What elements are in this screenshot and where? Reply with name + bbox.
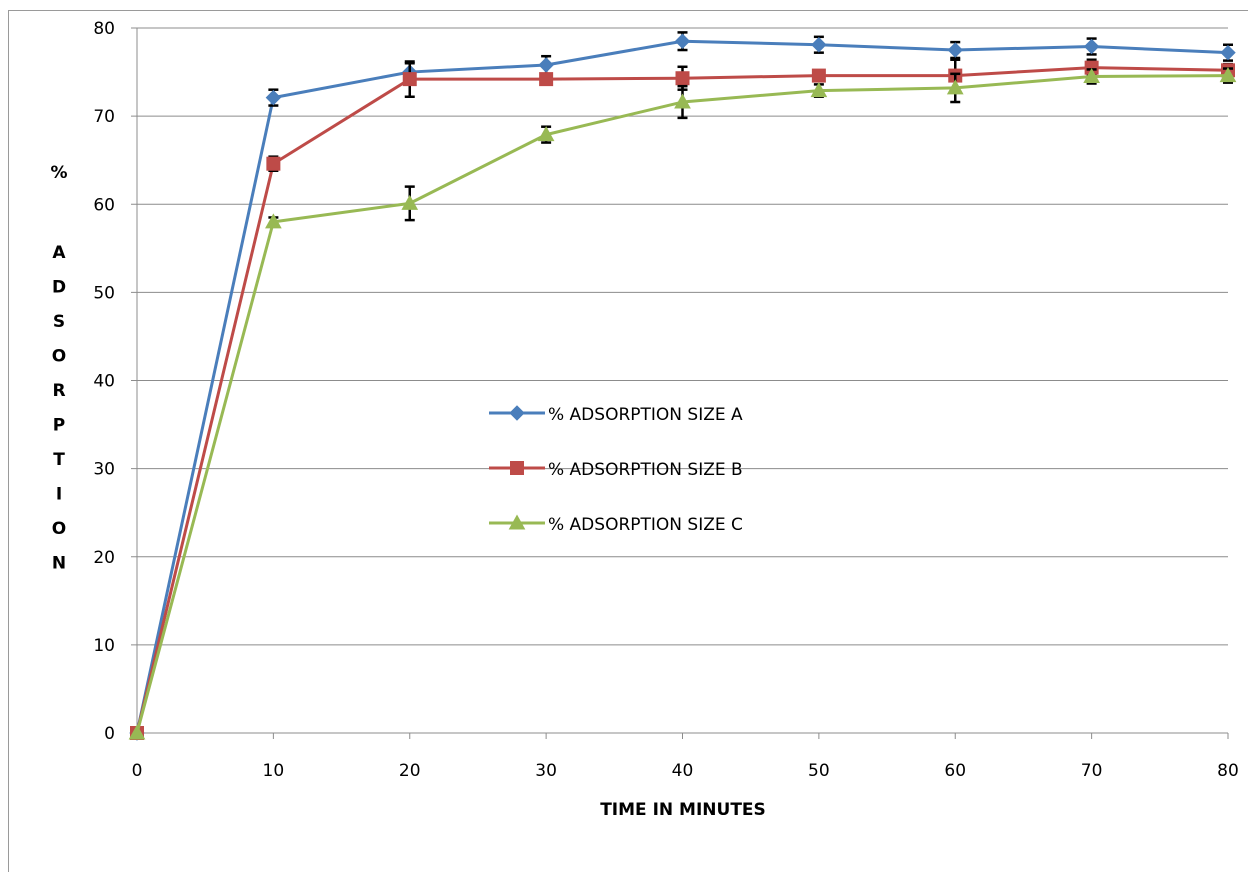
data-point-marker — [508, 514, 526, 530]
x-tick-label: 0 — [132, 761, 143, 781]
legend-label: % ADSORPTION SIZE A — [548, 405, 743, 425]
data-point-marker — [674, 93, 691, 109]
series-3 — [128, 67, 1237, 740]
legend-item-2: % ADSORPTION SIZE B — [489, 460, 743, 480]
data-point-marker — [811, 68, 826, 83]
series-layer — [128, 31, 1237, 741]
data-point-marker — [266, 156, 281, 171]
y-tick-label: 70 — [93, 107, 115, 127]
y-tick-label: 50 — [93, 283, 115, 303]
series-2 — [130, 58, 1235, 740]
data-point-marker — [401, 194, 419, 210]
data-point-marker — [675, 71, 690, 86]
chart-frame — [8, 10, 1248, 872]
y-axis-label-char: S — [53, 312, 65, 332]
legend-item-1: % ADSORPTION SIZE A — [489, 405, 743, 425]
data-point-marker — [810, 82, 828, 98]
y-axis-label-char: R — [52, 381, 65, 401]
data-point-marker — [674, 33, 691, 49]
data-point-marker — [538, 57, 554, 73]
y-axis-label-char: D — [52, 278, 66, 298]
legend: % ADSORPTION SIZE A % ADSORPTION SIZE B % … — [489, 405, 743, 535]
data-point-marker — [509, 405, 525, 421]
x-tick-label: 80 — [1217, 761, 1239, 781]
data-point-marker — [1083, 38, 1100, 55]
y-tick-label: 10 — [93, 636, 115, 656]
data-point-marker — [539, 72, 554, 87]
legend-label: % ADSORPTION SIZE C — [548, 515, 743, 535]
data-point-marker — [1083, 67, 1100, 83]
y-axis-label-char: I — [56, 485, 62, 505]
data-point-marker — [537, 126, 555, 142]
series-line — [135, 39, 1229, 734]
y-tick-label: 60 — [93, 195, 115, 215]
x-tick-label: 60 — [944, 761, 966, 781]
y-axis-label-char: O — [52, 519, 66, 539]
y-axis-label: %ADSORPTION — [50, 163, 67, 574]
data-point-marker — [510, 461, 524, 475]
x-tick-label: 40 — [672, 761, 694, 781]
data-point-marker — [128, 724, 146, 740]
data-point-marker — [1219, 67, 1237, 83]
y-axis-label-char: O — [52, 347, 66, 367]
data-point-marker — [265, 213, 282, 229]
grid-layer — [137, 27, 1228, 646]
data-point-marker — [947, 42, 963, 58]
data-point-marker — [946, 79, 964, 95]
data-point-marker — [1220, 44, 1236, 61]
data-point-marker — [402, 72, 417, 87]
legend-item-3: % ADSORPTION SIZE C — [489, 514, 743, 535]
x-tick-label: 10 — [263, 761, 285, 781]
y-axis-label-char: T — [53, 450, 65, 470]
x-tick-label: 30 — [535, 761, 557, 781]
y-axis-label-char: % — [50, 163, 67, 183]
series-1 — [129, 31, 1236, 741]
y-axis-label-char: A — [52, 243, 66, 263]
axes-layer: 0 10 20 30 40 50 60 70 80 0 10 20 30 40 50 60 70 80 — [93, 19, 1238, 781]
series-line — [135, 66, 1229, 734]
y-tick-label: 30 — [93, 460, 115, 480]
x-axis-label: TIME IN MINUTES — [600, 800, 766, 820]
y-tick-label: 0 — [104, 724, 115, 744]
x-tick-label: 70 — [1081, 761, 1103, 781]
data-point-marker — [265, 89, 282, 106]
y-axis-label-char: P — [53, 416, 65, 436]
x-tick-label: 50 — [808, 761, 830, 781]
y-tick-label: 20 — [93, 548, 115, 568]
y-axis-label-char: N — [52, 554, 66, 574]
data-point-marker — [811, 37, 827, 53]
y-tick-label: 80 — [93, 19, 115, 39]
legend-label: % ADSORPTION SIZE B — [548, 460, 743, 480]
y-tick-label: 40 — [93, 372, 115, 392]
x-tick-label: 20 — [399, 761, 421, 781]
